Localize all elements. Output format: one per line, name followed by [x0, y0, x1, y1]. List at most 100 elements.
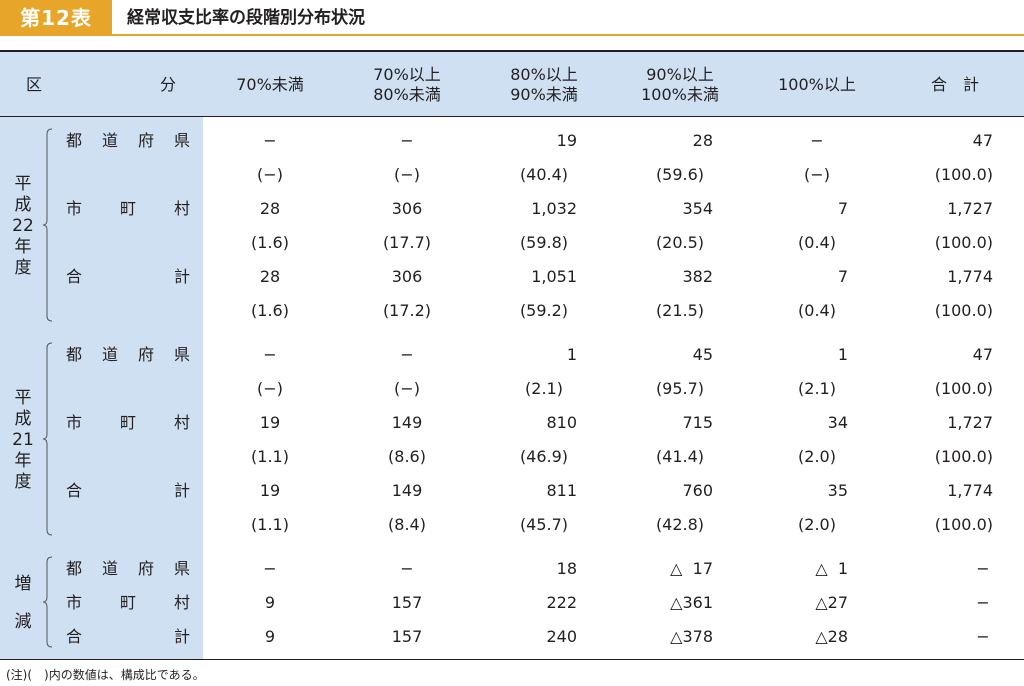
- table-cell: (59.2): [519, 301, 569, 320]
- table-cell: 9: [264, 627, 276, 646]
- row-label-char: 町: [119, 413, 136, 432]
- group-label-char: 21: [12, 429, 34, 450]
- table-cell: 18: [556, 559, 577, 578]
- distribution-table: 区 分 70%未満 70%以上 80%未満 80%以上 90%未満 90%以上 100%未満…: [0, 50, 1024, 661]
- row-label-char: 町: [119, 199, 136, 218]
- table-bottom-rule: [0, 659, 1024, 660]
- group-label-char: 年: [14, 450, 32, 471]
- header-divider: [0, 116, 1024, 117]
- title-underline: [112, 34, 1024, 36]
- group-label-char: 成: [14, 408, 32, 429]
- table-cell: 19: [259, 413, 281, 432]
- row-label-char: 都: [66, 345, 83, 364]
- table-cell: 35: [827, 481, 848, 500]
- row-label-char: 道: [101, 131, 118, 150]
- table-cell: (1.1): [251, 515, 289, 534]
- table-cell: 19: [556, 131, 577, 150]
- table-cell: (1.1): [251, 447, 289, 466]
- table-cell: 157: [391, 627, 423, 646]
- table-cell: (20.5): [655, 233, 705, 252]
- row-label: 市町村: [66, 406, 190, 440]
- table-cell: △27: [815, 593, 848, 612]
- footnote: (注)( )内の数値は、構成比である。: [6, 668, 205, 682]
- row-label-char: 村: [173, 413, 190, 432]
- table-cell: (0.4): [798, 233, 836, 252]
- column-header-line: 100%以上: [778, 75, 856, 94]
- column-header-line: 70%以上: [373, 65, 441, 84]
- table-cell: 1: [837, 345, 848, 364]
- table-cell: 7: [837, 267, 848, 286]
- table-cell: 715: [682, 413, 713, 432]
- row-label-char: 県: [173, 345, 190, 364]
- group-label-char: 成: [14, 194, 32, 215]
- table-cell: 1,051: [531, 267, 577, 286]
- row-label-char: 県: [173, 559, 190, 578]
- row-label-char: 府: [137, 131, 154, 150]
- table-cell: (100.0): [934, 447, 993, 466]
- group-label-char: 度: [14, 257, 32, 278]
- group-brace: [42, 128, 53, 322]
- table-cell: (42.8): [655, 515, 705, 534]
- group-label-char: 22: [12, 215, 34, 236]
- table-cell: △361: [670, 593, 713, 612]
- row-label-char: 合: [66, 481, 83, 500]
- table-cell: −: [400, 559, 414, 578]
- table-cell: (100.0): [934, 233, 993, 252]
- row-label-char: 計: [173, 267, 190, 286]
- table-cell: (2.1): [798, 379, 836, 398]
- table-cell: (1.6): [251, 301, 289, 320]
- table-cell: (21.5): [655, 301, 705, 320]
- column-header-line: 80%以上: [510, 65, 578, 84]
- column-header-2: 70%以上 80%未満: [339, 52, 475, 118]
- table-cell: (1.6): [251, 233, 289, 252]
- table-cell: 9: [264, 593, 276, 612]
- row-label: 市町村: [66, 586, 190, 620]
- table-cell: (59.8): [519, 233, 569, 252]
- table-cell: 1,774: [947, 481, 993, 500]
- table-cell: 28: [259, 267, 281, 286]
- table-cell: (40.4): [519, 165, 569, 184]
- table-cell: 306: [391, 267, 423, 286]
- group-label: 増減: [10, 565, 36, 641]
- table-cell: 47: [972, 345, 993, 364]
- table-cell: 28: [259, 199, 281, 218]
- row-label-char: 村: [173, 593, 190, 612]
- table-cell: (59.6): [655, 165, 705, 184]
- row-label-char: 道: [101, 559, 118, 578]
- row-label-char: 市: [66, 199, 83, 218]
- table-cell: −: [263, 345, 277, 364]
- row-label: 都道府県: [66, 338, 190, 372]
- table-cell: 354: [682, 199, 713, 218]
- table-cell: 34: [827, 413, 848, 432]
- column-header-5: 100%以上: [749, 52, 885, 118]
- group-brace: [42, 342, 53, 536]
- group-label-char: 平: [14, 173, 32, 194]
- group-label-char: 増: [14, 574, 32, 594]
- table-cell: 149: [391, 481, 423, 500]
- row-label: 合計: [66, 260, 190, 294]
- table-cell: 382: [682, 267, 713, 286]
- group-label: 平成 21 年度: [10, 388, 36, 493]
- row-label-char: 村: [173, 199, 190, 218]
- row-label: 合計: [66, 474, 190, 508]
- row-label-char: 道: [101, 345, 118, 364]
- table-cell: (−): [257, 165, 283, 184]
- column-header-6: 合 計: [887, 52, 1023, 118]
- table-cell: △ 17: [670, 559, 713, 578]
- table-cell: (100.0): [934, 379, 993, 398]
- table-cell: (17.7): [382, 233, 432, 252]
- row-label-char: 県: [173, 131, 190, 150]
- row-label-char: 府: [137, 345, 154, 364]
- table-cell: 28: [692, 131, 713, 150]
- table-cell: (45.7): [519, 515, 569, 534]
- table-cell: 47: [972, 131, 993, 150]
- column-header-line: 90%以上: [646, 65, 714, 84]
- table-cell: (95.7): [655, 379, 705, 398]
- table-cell: 810: [546, 413, 577, 432]
- table-cell: 811: [546, 481, 577, 500]
- table-cell: 45: [692, 345, 713, 364]
- row-label: 都道府県: [66, 124, 190, 158]
- header-bun: 分: [160, 75, 177, 94]
- group-label-char: 年: [14, 236, 32, 257]
- row-label-char: 合: [66, 267, 83, 286]
